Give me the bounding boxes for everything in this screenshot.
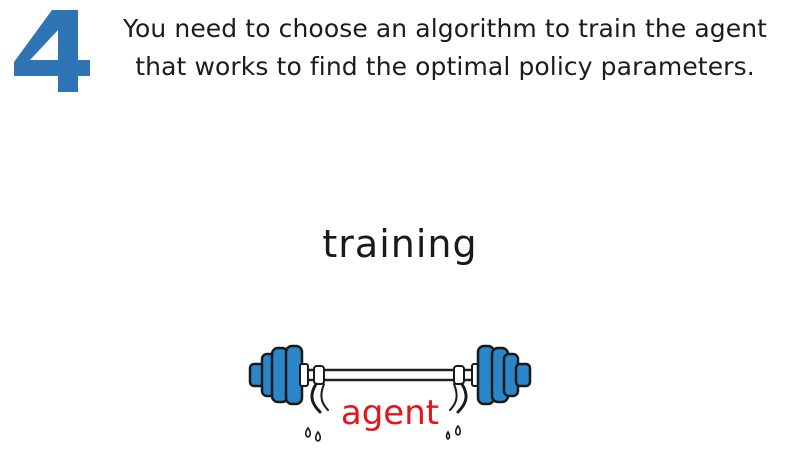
step-number-text: 4 <box>8 6 9 7</box>
sweat-drops-icon <box>304 424 462 442</box>
left-weight-plates <box>248 344 309 406</box>
step-caption: You need to choose an algorithm to train… <box>100 10 790 86</box>
step-number: 4 <box>8 6 92 96</box>
caption-line-2: that works to find the optimal policy pa… <box>135 52 755 81</box>
right-arm <box>449 365 468 414</box>
step-number-shape <box>14 10 90 92</box>
right-weight-plates <box>471 344 532 406</box>
agent-character-text: agent <box>341 393 439 433</box>
training-label: training <box>322 222 478 266</box>
agent-lifting-illustration: agent <box>240 340 540 460</box>
caption-line-1: You need to choose an algorithm to train… <box>122 14 768 43</box>
left-arm <box>310 365 329 414</box>
barbell-icon: agent <box>248 344 532 442</box>
step-number-graphic: 4 <box>8 6 90 92</box>
